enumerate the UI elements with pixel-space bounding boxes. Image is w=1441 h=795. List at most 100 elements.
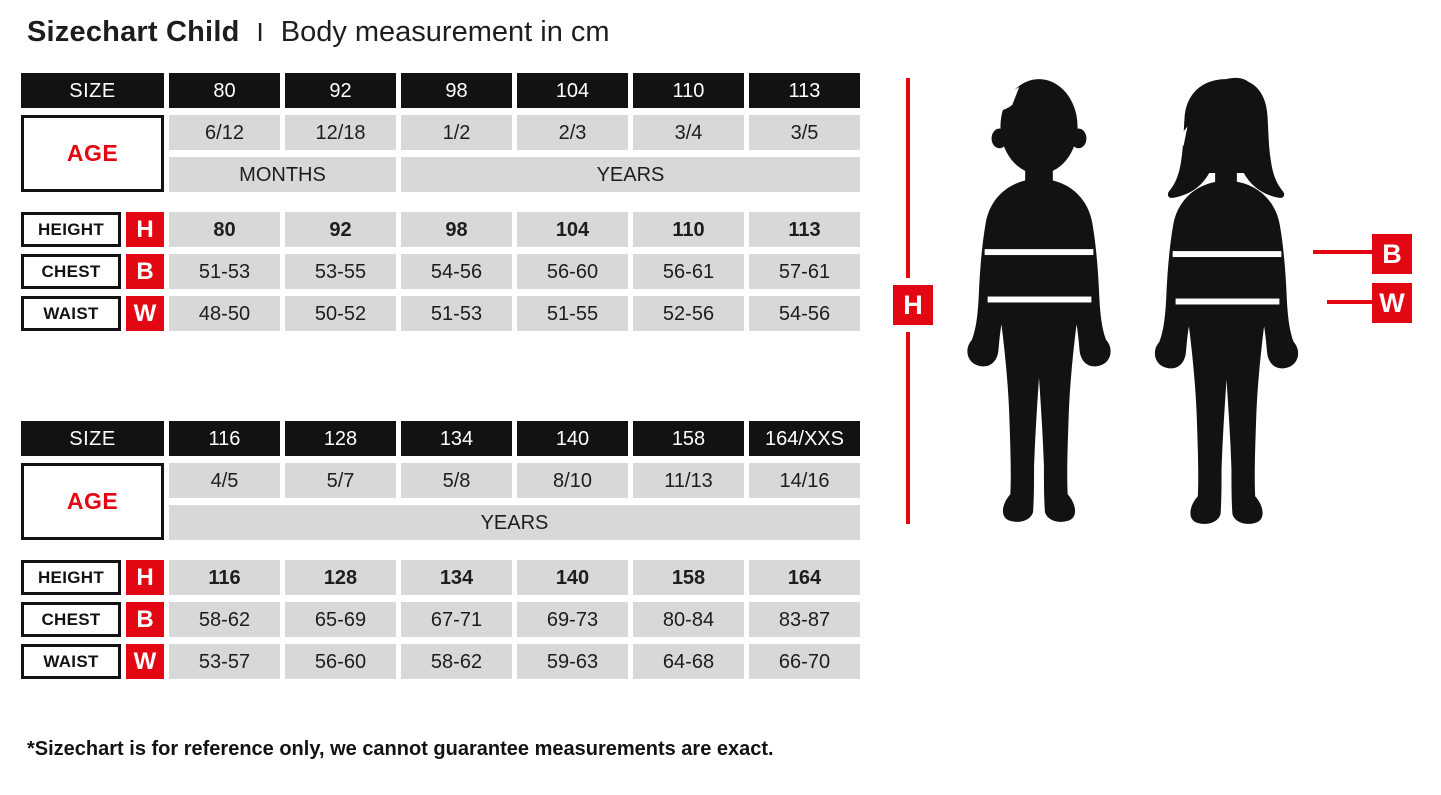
height-cell: 113 (749, 212, 860, 247)
chest-row-label: CHEST (21, 602, 121, 637)
height-cell: 116 (169, 560, 280, 595)
age-cell: 2/3 (517, 115, 628, 150)
chest-cell: 65-69 (285, 602, 396, 637)
age-cell: 8/10 (517, 463, 628, 498)
waist-figure-tag: W (1372, 283, 1412, 323)
size-cell: 116 (169, 421, 280, 456)
waist-tag: W (126, 296, 164, 331)
waist-row-label: WAIST (21, 644, 121, 679)
size-cell: 113 (749, 73, 860, 108)
boy-waist-line (987, 296, 1092, 303)
height-cell: 134 (401, 560, 512, 595)
boy-hair-notch (997, 87, 1020, 111)
waist-row-label: WAIST (21, 296, 121, 331)
height-cell: 80 (169, 212, 280, 247)
height-cell: 110 (633, 212, 744, 247)
height-tag: H (126, 560, 164, 595)
chest-cell: 58-62 (169, 602, 280, 637)
period-cell-years: YEARS (169, 505, 860, 540)
waist-cell: 66-70 (749, 644, 860, 679)
chest-cell: 69-73 (517, 602, 628, 637)
age-cell: 12/18 (285, 115, 396, 150)
waist-tag: W (126, 644, 164, 679)
age-cell: 3/5 (749, 115, 860, 150)
age-cell: 5/7 (285, 463, 396, 498)
age-cell: 11/13 (633, 463, 744, 498)
measurement-figures: H B (880, 55, 1441, 575)
waist-cell: 53-57 (169, 644, 280, 679)
age-cell: 3/4 (633, 115, 744, 150)
boy-body (967, 179, 1111, 522)
size-table-large: SIZE 116 128 134 140 158 164/XXS AGE 4/5… (21, 421, 860, 679)
waist-cell: 64-68 (633, 644, 744, 679)
size-cell: 98 (401, 73, 512, 108)
height-cell: 128 (285, 560, 396, 595)
period-cell-months: MONTHS (169, 157, 396, 192)
waist-cell: 50-52 (285, 296, 396, 331)
size-cell: 110 (633, 73, 744, 108)
chest-cell: 67-71 (401, 602, 512, 637)
chest-cell: 56-61 (633, 254, 744, 289)
height-row-label: HEIGHT (21, 560, 121, 595)
age-label: AGE (21, 115, 164, 192)
waist-cell: 59-63 (517, 644, 628, 679)
age-cell: 4/5 (169, 463, 280, 498)
height-indicator-line-top (906, 78, 910, 278)
waist-indicator-line (1327, 300, 1372, 304)
age-cell: 6/12 (169, 115, 280, 150)
chest-cell: 57-61 (749, 254, 860, 289)
age-cell: 14/16 (749, 463, 860, 498)
chest-row-label: CHEST (21, 254, 121, 289)
chest-cell: 54-56 (401, 254, 512, 289)
height-cell: 140 (517, 560, 628, 595)
size-header-label: SIZE (21, 73, 164, 108)
height-cell: 158 (633, 560, 744, 595)
size-cell: 140 (517, 421, 628, 456)
size-cell: 134 (401, 421, 512, 456)
waist-cell: 56-60 (285, 644, 396, 679)
girl-chest-line (1172, 251, 1282, 258)
chest-cell: 56-60 (517, 254, 628, 289)
girl-silhouette (1154, 77, 1299, 524)
disclaimer-note: *Sizechart is for reference only, we can… (27, 738, 774, 760)
size-cell: 158 (633, 421, 744, 456)
age-cell: 1/2 (401, 115, 512, 150)
age-label: AGE (21, 463, 164, 540)
height-cell: 104 (517, 212, 628, 247)
girl-waist-line (1175, 298, 1280, 305)
boy-chest-line (984, 249, 1094, 256)
chest-tag: B (126, 254, 164, 289)
title-subtitle: Body measurement in cm (280, 16, 610, 48)
chest-tag: B (126, 602, 164, 637)
chest-cell: 80-84 (633, 602, 744, 637)
chest-cell: 53-55 (285, 254, 396, 289)
girl-face (1198, 103, 1254, 173)
size-header-label: SIZE (21, 421, 164, 456)
waist-cell: 48-50 (169, 296, 280, 331)
waist-cell: 58-62 (401, 644, 512, 679)
height-row-label: HEIGHT (21, 212, 121, 247)
height-cell: 92 (285, 212, 396, 247)
page-title: Sizechart Child I Body measurement in cm (27, 16, 610, 49)
girl-hair-notch (1179, 126, 1188, 147)
chest-indicator-line (1313, 250, 1372, 254)
boy-ear-left (991, 128, 1008, 149)
boy-ear-right (1070, 128, 1087, 149)
boy-silhouette (967, 79, 1111, 522)
waist-cell: 54-56 (749, 296, 860, 331)
waist-cell: 51-55 (517, 296, 628, 331)
size-cell: 164/XXS (749, 421, 860, 456)
height-figure-tag: H (893, 285, 933, 325)
waist-cell: 51-53 (401, 296, 512, 331)
girl-body (1154, 181, 1299, 524)
chest-cell: 51-53 (169, 254, 280, 289)
size-table-small: SIZE 80 92 98 104 110 113 AGE 6/12 12/18… (21, 73, 860, 331)
title-main: Sizechart Child (27, 16, 240, 48)
chest-cell: 83-87 (749, 602, 860, 637)
title-separator: I (256, 17, 264, 47)
height-cell: 164 (749, 560, 860, 595)
height-cell: 98 (401, 212, 512, 247)
size-cell: 104 (517, 73, 628, 108)
boy-head (1000, 79, 1078, 175)
chest-figure-tag: B (1372, 234, 1412, 274)
